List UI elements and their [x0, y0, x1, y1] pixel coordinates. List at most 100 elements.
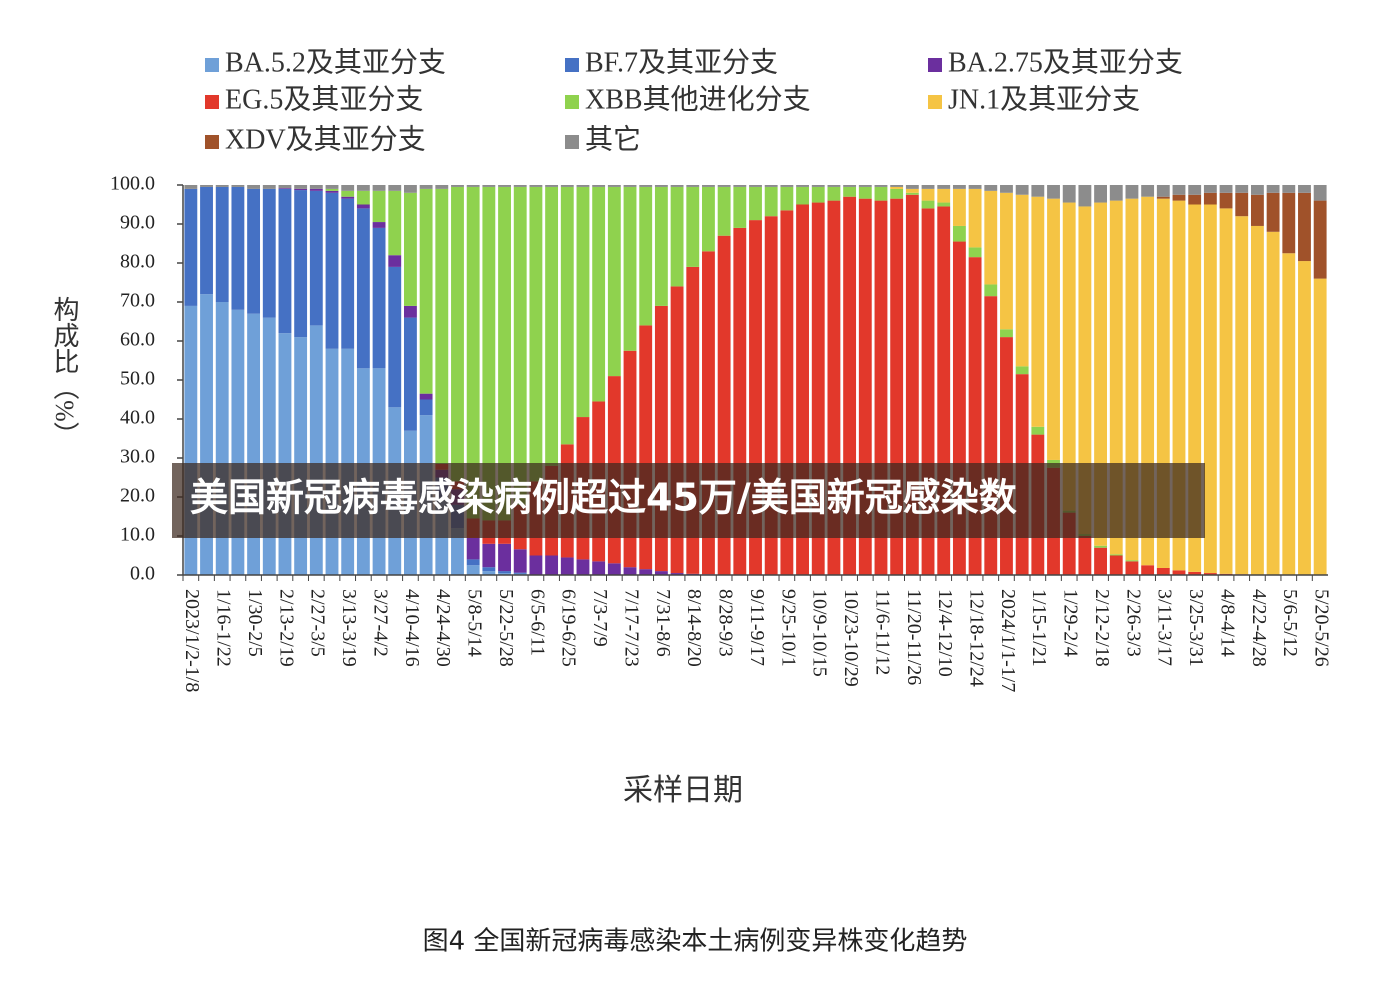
bar-segment [482, 185, 496, 187]
bar-segment [1298, 185, 1311, 193]
bar-segment [984, 190, 998, 285]
bar-segment [262, 185, 276, 189]
x-tick-label: 2/12-2/18 [1091, 589, 1113, 667]
bar-segment [231, 185, 245, 187]
bar-segment [466, 565, 480, 575]
bar-segment [294, 185, 308, 189]
bar-segment [717, 186, 731, 236]
bar-segment [356, 208, 370, 369]
bar-segment [592, 561, 606, 575]
bar-segment [466, 185, 480, 187]
bar-segment [560, 186, 574, 445]
legend-swatch [565, 58, 579, 72]
bar-segment [1000, 337, 1013, 575]
bar-segment [576, 185, 590, 187]
legend-label: XBB其他进化分支 [585, 83, 811, 115]
bar-segment [654, 185, 668, 187]
bar-segment [388, 190, 402, 256]
bar-segment [1047, 198, 1060, 460]
bar-segment [937, 202, 951, 207]
legend-label: BA.5.2及其亚分支 [225, 46, 446, 78]
bar-segment [498, 571, 511, 574]
bar-segment [247, 185, 261, 189]
y-tick-label: 80.0 [120, 251, 155, 273]
bar-segment [200, 186, 213, 295]
bar-segment [1298, 192, 1311, 262]
bar-segment [545, 185, 559, 187]
bar-segment [1266, 231, 1280, 575]
bar-segment [325, 188, 339, 191]
bar-segment [513, 549, 527, 573]
bar-segment [1313, 185, 1327, 201]
bar-segment [984, 284, 998, 297]
bar-segment [278, 333, 292, 575]
x-tick-label: 6/5-6/11 [526, 589, 548, 656]
bar-segment [968, 185, 982, 189]
bar-segment [639, 186, 653, 326]
y-tick-label: 40.0 [120, 407, 155, 429]
x-tick-label: 2/27-3/5 [307, 589, 329, 657]
bar-segment [294, 190, 308, 338]
bar-segment [1031, 426, 1045, 435]
bar-segment [466, 537, 480, 560]
bar-segment [1031, 185, 1045, 197]
bar-segment [1172, 570, 1186, 575]
bar-segment [1250, 194, 1264, 226]
x-tick-label: 2023/1/2-1/8 [181, 589, 203, 692]
x-tick-label: 10/23-10/29 [840, 589, 862, 687]
bar-segment [686, 185, 700, 187]
bar-segment [1000, 192, 1013, 330]
legend-label: EG.5及其亚分支 [225, 83, 423, 115]
bar-segment [482, 543, 496, 568]
bar-segment [1015, 194, 1029, 367]
bar-segment [874, 186, 888, 201]
x-tick-label: 1/29-2/4 [1060, 589, 1082, 657]
bar-segment [764, 186, 778, 217]
bar-segment [733, 186, 747, 228]
bar-segment [325, 192, 339, 349]
bar-segment [372, 190, 386, 223]
bar-segment [498, 573, 511, 575]
bar-segment [890, 188, 904, 199]
x-tick-label: 2024/1/1-1/7 [997, 589, 1019, 692]
bar-segment [749, 185, 762, 187]
bar-segment [639, 185, 653, 187]
x-tick-label: 4/24-4/30 [432, 589, 454, 667]
bar-segment [764, 185, 778, 187]
bar-segment [1062, 185, 1076, 203]
bar-segment [796, 185, 809, 187]
bar-segment [498, 185, 511, 187]
bar-segment [529, 186, 543, 482]
y-tick-label: 10.0 [120, 524, 155, 546]
bar-segment [843, 185, 857, 187]
bar-segment [1062, 202, 1076, 511]
bar-segment [921, 188, 935, 201]
bar-segment [278, 185, 292, 189]
bar-segment [1094, 202, 1107, 546]
bar-segment [341, 185, 355, 191]
bar-segment [1031, 196, 1045, 427]
bar-segment [231, 186, 245, 310]
bar-segment [294, 337, 308, 575]
legend-label: BF.7及其亚分支 [585, 46, 778, 78]
x-tick-label: 3/25-3/31 [1185, 589, 1207, 667]
bar-segment [937, 188, 951, 203]
bar-segment [482, 186, 496, 521]
bar-segment [560, 557, 574, 575]
bar-segment [435, 188, 449, 464]
y-axis-title: 构成比（%） [50, 296, 79, 448]
legend-swatch [928, 58, 942, 72]
bar-segment [780, 186, 794, 211]
y-tick-label: 20.0 [120, 485, 155, 507]
x-tick-label: 1/16-1/22 [213, 589, 235, 667]
bar-segment [200, 185, 213, 187]
bar-segment [341, 348, 355, 575]
bar-segment [1015, 185, 1029, 195]
bar-segment [843, 186, 857, 197]
bar-segment [1094, 185, 1107, 203]
x-tick-label: 5/22-5/28 [495, 589, 517, 667]
bar-segment [513, 185, 527, 187]
bar-segment [890, 185, 904, 187]
bar-segment [529, 185, 543, 187]
